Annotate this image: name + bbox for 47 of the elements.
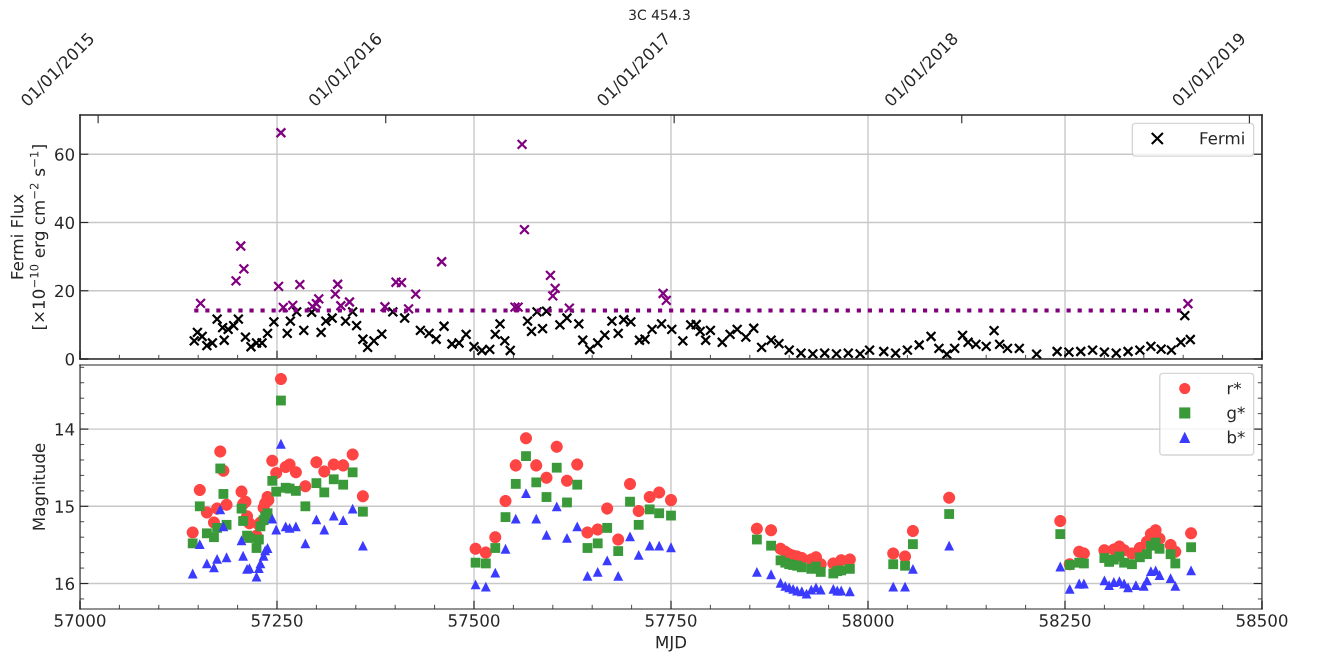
y-tick-label: 15 [55, 500, 74, 513]
point [436, 256, 448, 268]
x-tick-label: 58500 [1236, 614, 1288, 627]
point [294, 279, 306, 291]
point [195, 297, 207, 309]
y-tick-label: 40 [54, 216, 75, 230]
point [516, 138, 528, 150]
point [544, 269, 556, 281]
x-tick-label: 57250 [251, 614, 303, 627]
point [310, 298, 322, 310]
point [547, 290, 559, 302]
legend-label: r* [1227, 381, 1242, 395]
point [238, 263, 250, 275]
point [329, 288, 341, 300]
point [273, 280, 285, 292]
point [275, 127, 287, 139]
point [657, 287, 669, 299]
y-tick-label: 0 [65, 352, 75, 366]
x-tick-label: 57500 [448, 614, 500, 627]
point [379, 301, 391, 313]
point [235, 240, 247, 252]
legend-label: b* [1227, 430, 1245, 444]
x-tick-label: 58000 [842, 614, 894, 627]
legend-label: g* [1227, 406, 1245, 423]
chart-title: 3C 454.3 [629, 9, 690, 21]
y-tick-label: 14 [55, 423, 75, 436]
point [518, 224, 530, 236]
point [403, 303, 415, 315]
point [660, 294, 672, 306]
legend-label: Fermi [1200, 131, 1244, 145]
point [410, 288, 422, 300]
x-tick-label: 57750 [645, 614, 697, 627]
point [230, 275, 242, 287]
x-axis-title: MJD [656, 636, 687, 652]
x-tick-label: 57000 [54, 614, 106, 627]
y-tick-label: 60 [55, 148, 75, 161]
point [332, 278, 344, 290]
x-tick-label: 58250 [1039, 614, 1091, 627]
point [1182, 298, 1194, 310]
y-tick-label: 16 [55, 577, 75, 591]
y-tick-label: 20 [55, 284, 75, 298]
point [313, 293, 325, 305]
point [563, 302, 575, 314]
point [306, 300, 318, 312]
y-axis-title: Magnitude [32, 443, 49, 530]
y-axis-title: Fermi Flux [×10$^{−10}$ erg cm$^{−2}$ s$^{−1}$] [10, 145, 49, 329]
point [549, 282, 561, 294]
